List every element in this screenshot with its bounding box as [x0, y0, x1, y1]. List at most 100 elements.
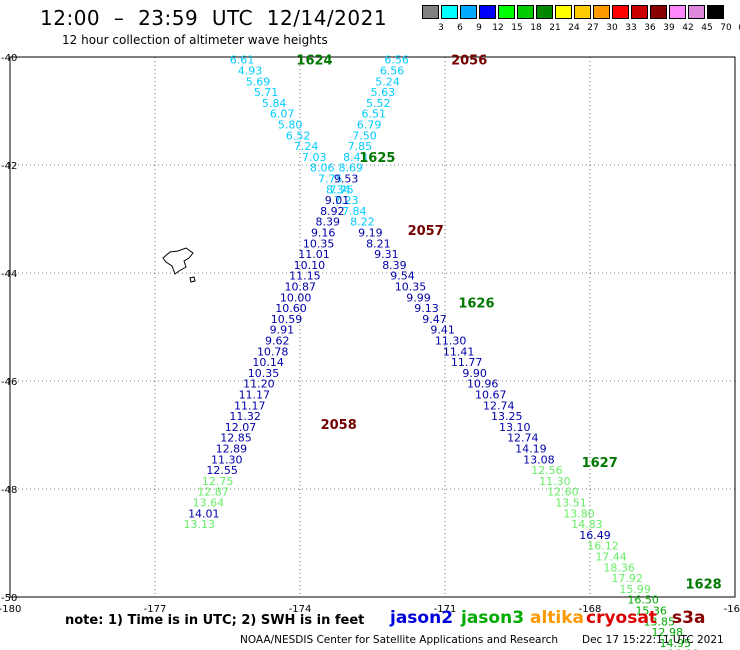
color-scale-label: 9: [476, 23, 482, 33]
wave-height-value: 10.96: [467, 378, 499, 391]
color-scale-label: 42: [682, 23, 694, 33]
wave-height-value: 6.52: [286, 129, 311, 142]
color-scale-label: 6: [457, 23, 463, 33]
chart-title: 12:00 – 23:59 UTC 12/14/2021: [40, 6, 388, 30]
color-swatch: [612, 5, 629, 19]
color-swatch: [555, 5, 572, 19]
wave-height-value: 11.17: [234, 399, 266, 412]
color-swatch: [574, 5, 591, 19]
y-tick-label: -40: [1, 53, 17, 64]
wave-height-value: 5.63: [371, 86, 396, 99]
wave-height-value: 12.75: [202, 475, 234, 488]
map-frame: [9, 56, 736, 598]
wave-height-value: 11.30: [211, 453, 243, 466]
pass-number-label: 1624: [296, 54, 332, 69]
color-scale-label: 21: [549, 23, 561, 33]
color-scale-label: 15: [511, 23, 523, 33]
y-tick-label: -50: [1, 593, 17, 604]
color-swatch: [536, 5, 553, 19]
wave-height-value: 11.15: [289, 270, 321, 283]
pass-number-label: 2056: [451, 54, 487, 69]
wave-height-value: 15.99: [619, 583, 651, 596]
wave-height-value: 9.99: [406, 291, 431, 304]
color-swatch: [707, 5, 724, 19]
wave-height-value: 17.92: [611, 572, 643, 585]
pass-number-label: 1627: [582, 456, 618, 471]
wave-height-value: 8.22: [350, 216, 375, 229]
pass-number-label: 1628: [685, 578, 721, 593]
x-tick-label: -180: [0, 604, 21, 615]
wave-height-value: 10.35: [303, 237, 335, 250]
wave-height-value: 13.13: [183, 518, 215, 531]
wave-height-value: 10.67: [475, 389, 507, 402]
wave-height-value: 9.16: [311, 227, 336, 240]
wave-height-value: 12.56: [531, 464, 563, 477]
wave-height-value: 13.10: [499, 421, 531, 434]
wave-height-value: 6.79: [357, 119, 382, 132]
pass-number-label: 1626: [458, 297, 494, 312]
wave-height-value: 9.91: [270, 324, 295, 337]
color-scale-label: (ft): [735, 23, 740, 33]
wave-height-value: 7.50: [352, 129, 377, 142]
wave-height-value: 10.59: [271, 313, 303, 326]
color-scale-label: 39: [663, 23, 675, 33]
wave-height-value: 8.69: [339, 162, 364, 175]
color-scale-label: 70: [720, 23, 732, 33]
pass-number-label: 2057: [408, 224, 444, 239]
wave-height-value: 7.75: [329, 183, 354, 196]
legend-jason3: jason3: [461, 608, 525, 628]
wave-height-value: 12.60: [547, 486, 579, 499]
wave-height-value: 10.14: [252, 356, 284, 369]
wave-height-value: 18.36: [603, 561, 635, 574]
legend-cryosat: cryosat: [586, 608, 657, 628]
color-swatch: [631, 5, 648, 19]
wave-height-value: 9.01: [325, 194, 350, 207]
chart-subtitle: 12 hour collection of altimeter wave hei…: [62, 33, 328, 47]
wave-height-value: 7.85: [348, 140, 373, 153]
wave-height-value: 14.19: [515, 443, 547, 456]
wave-height-value: 9.53: [334, 173, 359, 186]
wave-height-value: 11.30: [539, 475, 571, 488]
wave-height-value: 11.41: [443, 345, 475, 358]
wave-height-value: 11.01: [298, 248, 330, 261]
wave-height-value: 11.17: [239, 389, 271, 402]
color-swatch: [479, 5, 496, 19]
color-swatch: [650, 5, 667, 19]
x-tick-label: -171: [434, 604, 457, 615]
wave-height-value: 7.03: [302, 151, 327, 164]
wave-height-value: 12.55: [206, 464, 238, 477]
pass-number-label: 2058: [321, 418, 357, 433]
wave-height-value: 12.07: [225, 421, 257, 434]
pitt-island-shape: [189, 276, 196, 283]
wave-height-value: 12.98: [651, 626, 683, 639]
generated-timestamp: Dec 17 15:22:11 UTC 2021: [582, 634, 724, 646]
wave-height-value: 16.49: [579, 529, 611, 542]
wave-height-value: 14.83: [571, 518, 603, 531]
wave-height-value: 10.10: [294, 259, 326, 272]
wave-height-value: 14.80: [668, 648, 700, 650]
wave-height-value: 15.36: [635, 605, 667, 618]
color-swatch: [688, 5, 705, 19]
wave-height-value: 11.20: [243, 378, 275, 391]
chatham-islands-shape: [162, 247, 194, 275]
color-scale-label: 12: [492, 23, 504, 33]
credit-line: NOAA/NESDIS Center for Satellite Applica…: [240, 634, 558, 646]
wave-height-value: 9.31: [374, 248, 399, 261]
color-swatch: [517, 5, 534, 19]
wave-height-value: 4.93: [238, 65, 263, 78]
wave-height-value: 11.77: [451, 356, 483, 369]
wave-height-value: 10.60: [275, 302, 307, 315]
wave-height-value: 5.24: [375, 75, 400, 88]
color-scale-label: 30: [606, 23, 618, 33]
legend-jason2: jason2: [390, 608, 454, 628]
color-swatch: [422, 5, 439, 19]
wave-height-value: 7.23: [334, 194, 359, 207]
wave-height-value: 5.71: [254, 86, 279, 99]
wave-height-value: 10.87: [284, 281, 316, 294]
x-tick-label: -165: [724, 604, 740, 615]
color-swatch: [460, 5, 477, 19]
wave-height-value: 11.32: [229, 410, 261, 423]
wave-height-value: 9.90: [462, 367, 487, 380]
wave-height-value: 7.24: [294, 140, 319, 153]
y-tick-label: -44: [1, 269, 17, 280]
